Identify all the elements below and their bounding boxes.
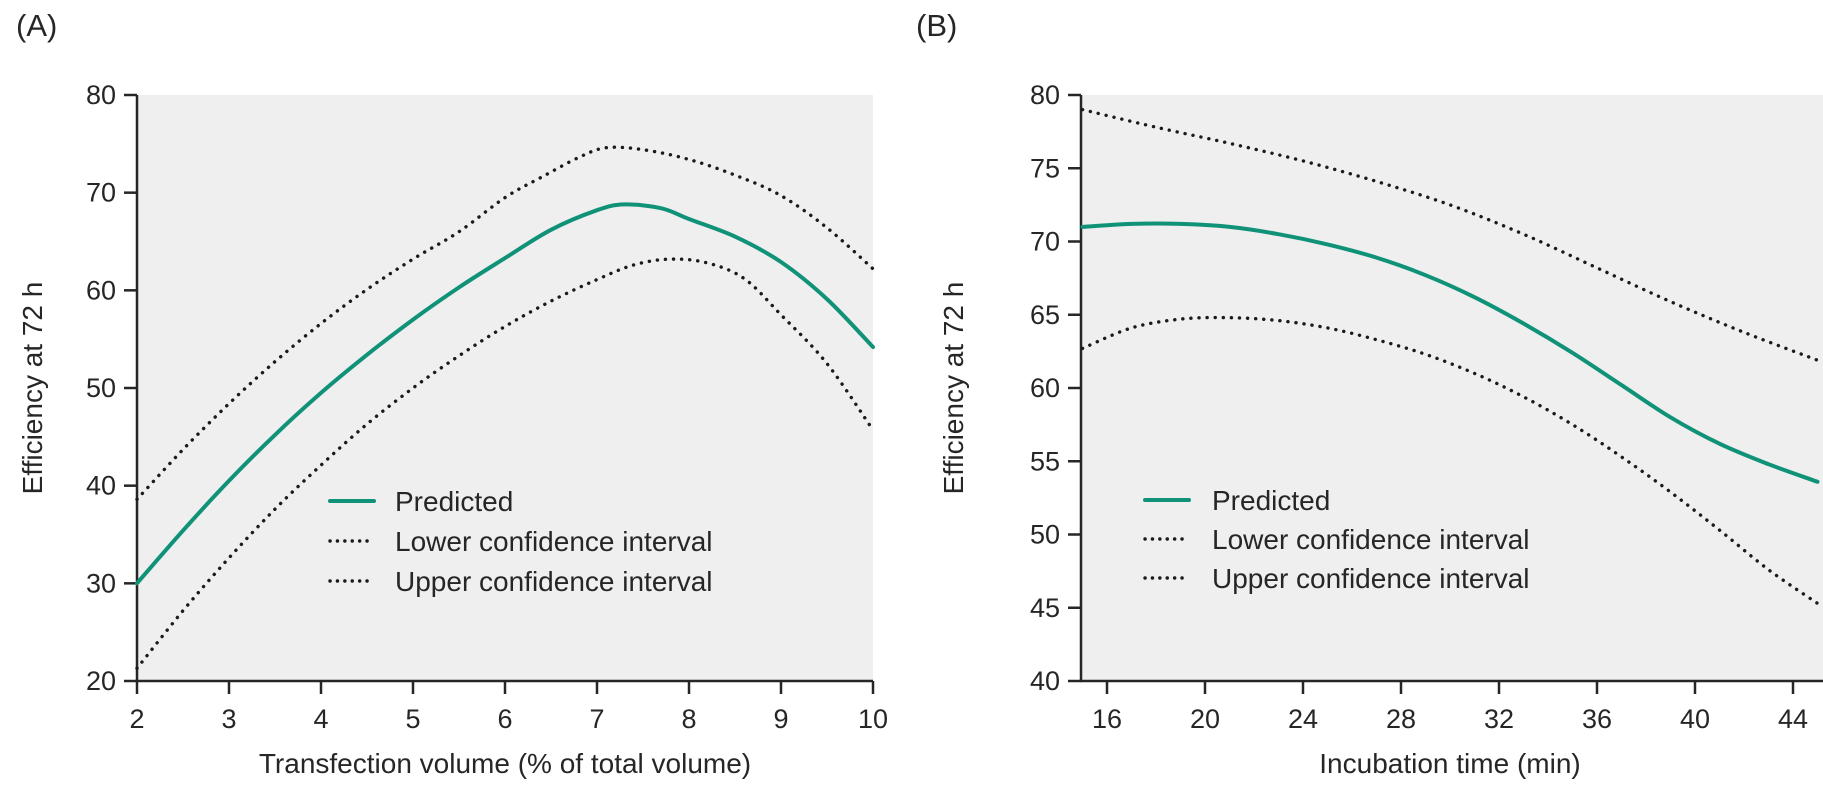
x-tick-label: 10 (858, 704, 888, 734)
legend-label: Upper confidence interval (395, 566, 713, 597)
legend-label: Upper confidence interval (1212, 563, 1530, 594)
y-axis-title: Efficiency at 72 h (17, 282, 48, 495)
y-tick-label: 80 (86, 80, 116, 110)
y-tick-label: 40 (86, 471, 116, 501)
y-tick-label: 65 (1030, 300, 1060, 330)
x-tick-label: 3 (221, 704, 236, 734)
y-tick-label: 70 (86, 178, 116, 208)
legend-label: Lower confidence interval (395, 526, 713, 557)
y-tick-label: 50 (1030, 520, 1060, 550)
predicted-line (135, 202, 875, 586)
x-tick-label: 16 (1092, 704, 1122, 734)
y-axis-title: Efficiency at 72 h (938, 282, 969, 495)
x-tick-label: 9 (773, 704, 788, 734)
y-tick-label: 40 (1030, 666, 1060, 696)
x-tick-label: 40 (1680, 704, 1710, 734)
y-tick-label: 60 (1030, 373, 1060, 403)
y-tick-label: 55 (1030, 446, 1060, 476)
x-tick-label: 5 (405, 704, 420, 734)
plot-area (137, 95, 873, 681)
y-tick-label: 70 (1030, 227, 1060, 257)
predicted-line (1080, 221, 1820, 484)
x-tick-label: 44 (1778, 704, 1808, 734)
legend-label: Predicted (1212, 485, 1330, 516)
y-tick-label: 50 (86, 373, 116, 403)
x-tick-label: 36 (1582, 704, 1612, 734)
x-tick-label: 32 (1484, 704, 1514, 734)
x-tick-label: 20 (1190, 704, 1220, 734)
x-tick-label: 4 (313, 704, 328, 734)
y-tick-label: 80 (1030, 80, 1060, 110)
legend-label: Predicted (395, 486, 513, 517)
panel-b-label: (B) (916, 8, 958, 43)
panel-b-chart: 16 20 24 28 32 36 40 44 40 45 50 55 60 65 70 75 80 Predic… (938, 80, 1823, 779)
plot-area (1081, 95, 1823, 681)
x-tick-label: 2 (129, 704, 144, 734)
y-tick-label: 75 (1030, 153, 1060, 183)
y-tick-label: 20 (86, 666, 116, 696)
y-tick-label: 60 (86, 275, 116, 305)
upper-confidence-interval-line (135, 145, 875, 501)
upper-confidence-interval-line (1080, 107, 1820, 362)
x-tick-label: 6 (497, 704, 512, 734)
panel-a-chart: 2 3 4 5 6 7 8 9 10 20 30 40 50 60 70 80 Predicted Lower c… (17, 80, 888, 779)
lower-confidence-interval-line (1080, 315, 1820, 606)
x-axis-title: Transfection volume (% of total volume) (259, 748, 751, 779)
x-tick-label: 24 (1288, 704, 1318, 734)
x-tick-label: 28 (1386, 704, 1416, 734)
x-axis-title: Incubation time (min) (1319, 748, 1580, 779)
panel-a-label: (A) (16, 8, 58, 43)
x-tick-label: 7 (589, 704, 604, 734)
x-tick-label: 8 (681, 704, 696, 734)
legend-label: Lower confidence interval (1212, 524, 1530, 555)
y-tick-label: 30 (86, 568, 116, 598)
y-tick-label: 45 (1030, 593, 1060, 623)
